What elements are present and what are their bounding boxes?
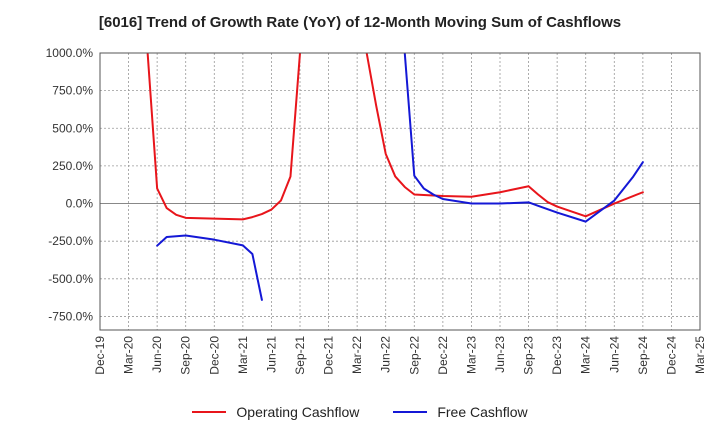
x-tick-label: Sep-23 [522,336,536,375]
legend-swatch-operating-cashflow [192,411,227,413]
x-tick-label: Jun-23 [493,336,507,373]
x-tick-label: Mar-20 [122,336,136,374]
series-line-free-cashflow [156,234,263,301]
series-line-operating-cashflow [146,53,301,221]
y-tick-label: 250.0% [52,159,93,173]
legend-label-operating-cashflow: Operating Cashflow [236,404,360,420]
y-tick-label: 750.0% [52,84,93,98]
chart-title: [6016] Trend of Growth Rate (YoY) of 12-… [98,14,622,31]
legend-item-free-cashflow: Free Cashflow [393,404,528,420]
plot-border [99,52,701,331]
y-tick-label: 1000.0% [46,46,94,60]
series-lines [146,53,644,301]
x-tick-label: Sep-24 [636,336,650,375]
legend-item-operating-cashflow: Operating Cashflow [192,404,359,420]
x-tick-label: Jun-20 [150,336,164,373]
x-tick-label: Sep-22 [407,336,421,375]
x-tick-label: Dec-22 [436,336,450,375]
x-tick-label: Mar-24 [579,336,593,374]
x-tick-label: Mar-22 [350,336,364,374]
x-tick-label: Dec-24 [664,336,678,375]
x-tick-label: Sep-20 [179,336,193,375]
x-tick-label: Jun-24 [607,336,621,373]
legend: Operating Cashflow Free Cashflow [0,404,720,420]
plot-area [100,53,700,330]
y-tick-label: -250.0% [48,234,93,248]
y-tick-label: 0.0% [66,197,94,211]
x-tick-label: Dec-21 [322,336,336,375]
x-tick-label: Dec-19 [93,336,107,375]
x-axis-ticks: Dec-19 Mar-20 Jun-20 Sep-20 Dec-20 Mar-21 Jun-… [93,336,707,375]
y-tick-label: 500.0% [52,121,93,135]
x-tick-label: Dec-20 [207,336,221,375]
x-tick-label: Mar-21 [236,336,250,374]
x-tick-label: Mar-23 [464,336,478,374]
x-tick-label: Dec-23 [550,336,564,375]
x-tick-label: Sep-21 [293,336,307,375]
x-tick-label: Mar-25 [693,336,707,374]
y-tick-label: -750.0% [48,309,93,323]
x-tick-label: Jun-22 [379,336,393,373]
x-tick-label: Jun-21 [264,336,278,373]
y-axis-ticks: 1000.0% 750.0% 500.0% 250.0% 0.0% -250.0% -500… [46,46,94,323]
series-line-free-cashflow [403,53,644,223]
series-line-operating-cashflow [365,53,644,218]
y-tick-label: -500.0% [48,272,93,286]
legend-swatch-free-cashflow [393,411,428,413]
legend-label-free-cashflow: Free Cashflow [437,404,528,420]
